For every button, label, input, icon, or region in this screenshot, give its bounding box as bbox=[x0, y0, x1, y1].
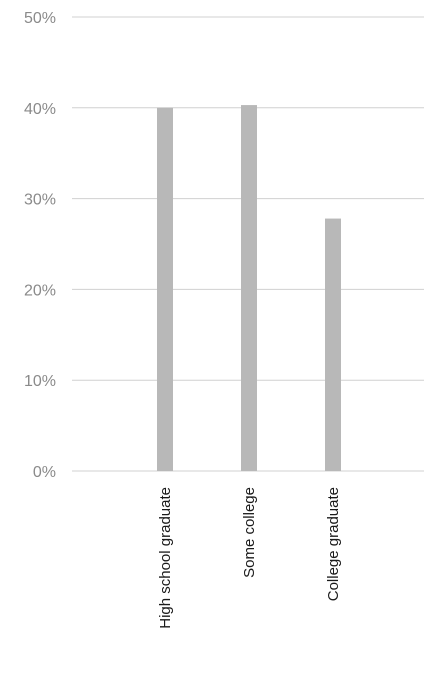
bar bbox=[325, 218, 341, 471]
y-tick-label: 0% bbox=[33, 464, 56, 481]
bars bbox=[157, 105, 341, 472]
x-axis-tick-labels: High school graduate Some college College … bbox=[157, 487, 342, 629]
y-tick-label: 30% bbox=[24, 192, 56, 209]
bar bbox=[157, 107, 173, 472]
x-tick-label: High school graduate bbox=[157, 487, 174, 629]
y-axis-tick-labels: 0% 10% 20% 30% 40% 50% bbox=[24, 10, 56, 481]
y-tick-label: 20% bbox=[24, 282, 56, 299]
bar bbox=[241, 105, 257, 472]
y-tick-label: 40% bbox=[24, 101, 56, 118]
y-tick-label: 10% bbox=[24, 373, 56, 390]
x-tick-label: Some college bbox=[241, 487, 258, 578]
y-tick-label: 50% bbox=[24, 10, 56, 27]
x-tick-label: College graduate bbox=[325, 487, 342, 601]
